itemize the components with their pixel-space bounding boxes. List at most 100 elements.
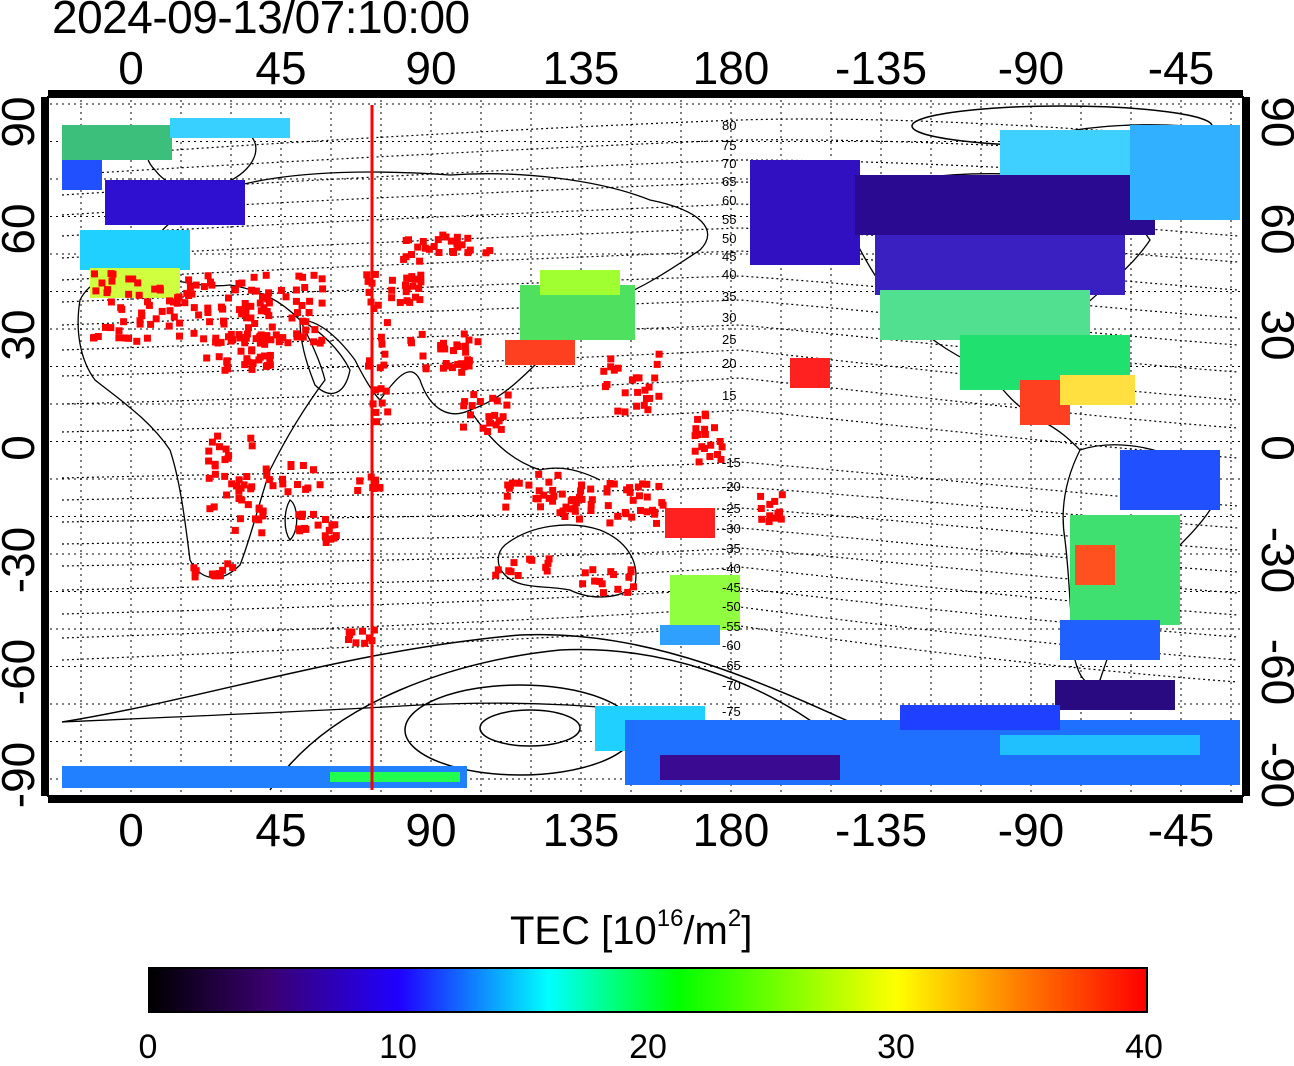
tec-red-point: [542, 563, 550, 571]
tec-red-point: [419, 238, 427, 245]
tec-red-point: [503, 492, 511, 500]
timestamp-label: 2024-09-13/07:10:00: [52, 0, 470, 43]
south-pole-contour: [61, 633, 901, 746]
tec-red-point: [454, 243, 462, 251]
tec-patch: [62, 160, 102, 190]
tec-patch: [330, 772, 460, 782]
tec-red-point: [238, 496, 246, 504]
contour-label: 20: [722, 356, 736, 371]
tec-patch: [660, 625, 720, 645]
tec-red-point: [205, 447, 213, 455]
tec-red-point: [440, 339, 447, 347]
bottom-lon-tick: 135: [543, 804, 620, 856]
tec-red-point: [310, 510, 317, 518]
tec-red-point: [464, 356, 472, 364]
tec-red-point: [373, 418, 381, 426]
tec-red-point: [322, 516, 329, 523]
tec-patch: [62, 766, 467, 788]
tec-red-point: [644, 406, 652, 414]
tec-red-point: [577, 487, 585, 495]
tec-red-point: [251, 320, 259, 327]
contour-label: 75: [722, 138, 736, 153]
tec-red-point: [260, 304, 268, 312]
tec-red-point: [515, 479, 523, 487]
tec-red-point: [627, 568, 635, 576]
tec-red-point: [225, 294, 232, 302]
tec-patch: [1060, 620, 1160, 660]
tec-red-point: [383, 319, 391, 327]
tec-red-point: [771, 514, 779, 522]
tec-red-point: [262, 271, 270, 279]
right-lat-tick: 0: [1252, 435, 1294, 461]
tec-red-point: [376, 484, 384, 491]
tec-red-point: [299, 273, 307, 281]
frame-bar-left: [41, 97, 48, 796]
tec-red-point: [437, 345, 445, 353]
tec-red-point: [233, 482, 240, 490]
tec-red-point: [259, 512, 267, 520]
tec-red-point: [217, 338, 225, 346]
tec-red-point: [374, 301, 382, 309]
tec-red-point: [698, 443, 706, 451]
tec-red-point: [587, 485, 595, 493]
tec-red-point: [591, 577, 599, 585]
tec-red-point: [771, 497, 779, 505]
contour-label: 70: [722, 156, 736, 171]
tec-red-point: [532, 495, 540, 503]
tec-red-point: [400, 255, 408, 263]
tec-red-point: [107, 324, 115, 332]
tec-red-point: [630, 583, 637, 591]
tec-red-point: [416, 296, 424, 304]
tec-red-point: [610, 366, 618, 374]
tec-red-point: [223, 358, 231, 366]
tec-red-point: [497, 425, 505, 433]
tec-red-point: [434, 236, 442, 244]
tec-red-point: [190, 304, 198, 312]
tec-red-point: [502, 503, 510, 511]
tec-red-point: [655, 350, 663, 358]
tec-red-point: [242, 310, 250, 318]
tec-red-point: [229, 564, 237, 572]
tec-red-point: [765, 518, 773, 526]
tec-red-point: [514, 572, 522, 579]
tec-red-point: [152, 315, 160, 323]
tec-red-point: [248, 286, 256, 294]
tec-red-point: [134, 279, 142, 287]
tec-red-point: [170, 313, 178, 321]
tec-red-point: [263, 471, 271, 479]
colorbar-title-prefix: TEC [10: [510, 909, 657, 953]
bottom-lon-tick: -45: [1148, 804, 1214, 856]
right-lat-tick: 30: [1252, 309, 1294, 360]
tec-red-point: [214, 432, 222, 440]
tec-red-point: [268, 323, 276, 331]
tec-red-point: [643, 508, 651, 516]
tec-red-point: [598, 580, 606, 588]
tec-patch: [1000, 130, 1130, 175]
tec-red-point: [359, 627, 366, 635]
tec-red-point: [604, 502, 612, 510]
tec-red-point: [240, 481, 248, 489]
contour-label: 65: [722, 174, 736, 189]
tec-red-point: [460, 363, 468, 371]
tec-red-point: [147, 320, 155, 328]
contour-label: -35: [722, 541, 741, 556]
tec-red-point: [242, 306, 250, 314]
tec-red-point: [292, 286, 300, 294]
tec-red-point: [245, 324, 252, 332]
tec-red-point: [606, 519, 614, 527]
tec-patch: [660, 755, 840, 780]
tec-red-point: [707, 441, 715, 449]
tec-red-point: [701, 425, 709, 433]
contour-label: 45: [722, 249, 736, 264]
tec-red-point: [588, 496, 596, 504]
contour-label: -70: [722, 678, 741, 693]
tec-red-point: [508, 479, 516, 487]
tec-red-point: [651, 374, 659, 382]
tec-red-point: [216, 572, 224, 580]
tec-red-point: [701, 430, 709, 438]
tec-red-point: [207, 278, 214, 286]
contour-line: [61, 409, 1239, 459]
tec-red-point: [421, 244, 429, 252]
top-lon-tick: 180: [693, 42, 770, 94]
tec-red-point: [227, 330, 235, 338]
